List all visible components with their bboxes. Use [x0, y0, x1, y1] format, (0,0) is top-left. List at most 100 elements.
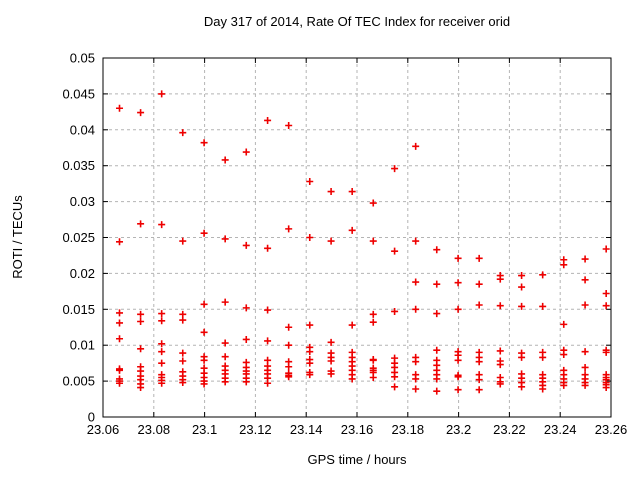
- data-point-marker: [348, 375, 356, 383]
- data-point-marker: [137, 310, 145, 318]
- data-point-marker: [454, 279, 462, 287]
- data-point-marker: [560, 351, 568, 359]
- data-point-marker: [285, 323, 293, 331]
- data-point-marker: [433, 375, 441, 383]
- x-tick-label: 23.08: [138, 422, 171, 437]
- data-point-marker: [158, 379, 166, 387]
- chart-title: Day 317 of 2014, Rate Of TEC Index for r…: [204, 14, 510, 29]
- data-point-marker: [327, 237, 335, 245]
- y-tick-label: 0.01: [70, 338, 95, 353]
- data-point-marker: [116, 379, 124, 387]
- data-point-marker: [264, 379, 272, 387]
- data-point-marker: [200, 328, 208, 336]
- data-point-marker: [412, 305, 420, 313]
- data-point-marker: [391, 383, 399, 391]
- data-point-marker: [264, 337, 272, 345]
- data-point-marker: [221, 235, 229, 243]
- data-point-marker: [200, 356, 208, 364]
- data-point-marker: [539, 385, 547, 393]
- x-tick-label: 23.24: [544, 422, 577, 437]
- data-point-marker: [200, 229, 208, 237]
- data-point-marker: [158, 340, 166, 348]
- data-point-marker: [496, 361, 504, 369]
- axis-ticks: [102, 57, 612, 418]
- data-point-marker: [475, 301, 483, 309]
- data-point-marker: [327, 357, 335, 365]
- data-point-marker: [327, 338, 335, 346]
- data-point-marker: [137, 318, 145, 326]
- y-tick-label: 0.04: [70, 122, 95, 137]
- data-point-marker: [116, 104, 124, 112]
- data-point-marker: [496, 347, 504, 355]
- data-point-marker: [560, 320, 568, 328]
- data-point-marker: [221, 353, 229, 361]
- data-point-marker: [496, 275, 504, 283]
- data-point-marker: [518, 272, 526, 280]
- x-tick-label: 23.06: [87, 422, 120, 437]
- data-point-marker: [433, 387, 441, 395]
- data-point-marker: [412, 385, 420, 393]
- data-point-marker: [285, 373, 293, 381]
- data-point-marker: [539, 302, 547, 310]
- data-point-marker: [518, 383, 526, 391]
- data-point-marker: [412, 237, 420, 245]
- y-axis-label: ROTI / TECUs: [10, 195, 25, 279]
- y-tick-label: 0.05: [70, 51, 95, 66]
- data-point-marker: [221, 378, 229, 386]
- data-point-marker: [137, 220, 145, 228]
- data-point-marker: [242, 378, 250, 386]
- data-point-marker: [264, 244, 272, 252]
- data-point-marker: [496, 380, 504, 388]
- x-tick-label: 23.18: [392, 422, 425, 437]
- y-tick-label: 0.015: [62, 302, 95, 317]
- data-point-marker: [327, 370, 335, 378]
- data-point-marker: [116, 309, 124, 317]
- data-point-marker: [200, 380, 208, 388]
- data-point-marker: [454, 305, 462, 313]
- data-point-marker: [158, 359, 166, 367]
- data-point-marker: [221, 298, 229, 306]
- data-point-marker: [285, 121, 293, 129]
- y-tick-label: 0.045: [62, 86, 95, 101]
- data-point-marker: [581, 301, 589, 309]
- data-point-marker: [581, 276, 589, 284]
- data-point-marker: [391, 165, 399, 173]
- data-point-marker: [518, 353, 526, 361]
- data-point-marker: [369, 318, 377, 326]
- y-tick-labels: 0 0.005 0.01 0.015 0.02 0.025 0.03 0.035 0.04 0.0…: [62, 51, 95, 425]
- data-point-marker: [242, 241, 250, 249]
- data-point-marker: [221, 339, 229, 347]
- data-point-marker: [242, 304, 250, 312]
- data-point-marker: [116, 366, 124, 374]
- data-point-marker: [539, 271, 547, 279]
- y-tick-label: 0.02: [70, 266, 95, 281]
- data-point-marker: [306, 234, 314, 241]
- data-point-marker: [221, 156, 229, 164]
- data-point-marker: [348, 188, 356, 196]
- data-point-marker: [369, 356, 377, 364]
- data-point-marker: [137, 384, 145, 392]
- data-point-marker: [602, 302, 610, 310]
- y-tick-label: 0: [88, 410, 95, 425]
- data-point-marker: [581, 381, 589, 389]
- data-point-marker: [264, 116, 272, 124]
- data-point-marker: [475, 280, 483, 288]
- x-tick-label: 23.14: [290, 422, 323, 437]
- data-point-marker: [454, 373, 462, 381]
- y-tick-label: 0.025: [62, 230, 95, 245]
- data-point-marker: [391, 373, 399, 381]
- data-point-marker: [158, 90, 166, 98]
- x-tick-label: 23.1: [192, 422, 217, 437]
- data-point-marker: [137, 345, 145, 353]
- data-point-marker: [158, 310, 166, 318]
- data-point-marker: [602, 290, 610, 298]
- data-point-marker: [306, 177, 314, 185]
- data-point-marker: [116, 319, 124, 327]
- data-point-marker: [285, 363, 293, 371]
- data-point-marker: [179, 129, 187, 137]
- data-point-marker: [158, 221, 166, 229]
- x-tick-label: 23.22: [493, 422, 526, 437]
- data-point-marker: [602, 348, 610, 356]
